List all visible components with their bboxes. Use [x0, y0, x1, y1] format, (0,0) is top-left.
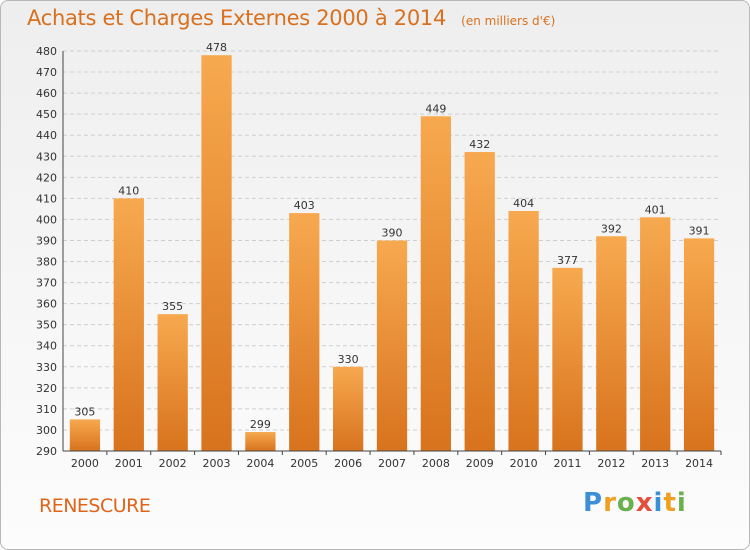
- commune-name: RENESCURE: [39, 495, 151, 517]
- x-tick-label: 2001: [115, 457, 143, 470]
- bar: [69, 419, 101, 451]
- data-label: 404: [513, 197, 534, 210]
- data-label: 401: [645, 203, 666, 216]
- y-tick-label: 370: [36, 277, 57, 290]
- axes: [62, 51, 722, 455]
- data-label: 391: [689, 224, 710, 237]
- y-tick-label: 320: [36, 382, 57, 395]
- bars: [69, 55, 715, 452]
- bar: [508, 211, 539, 451]
- y-tick-label: 390: [36, 234, 57, 247]
- x-tick-label: 2013: [641, 457, 669, 470]
- y-tick-label: 470: [36, 66, 57, 79]
- bar: [683, 238, 715, 451]
- x-tick-label: 2000: [71, 457, 99, 470]
- y-tick-label: 330: [36, 361, 57, 374]
- x-tick-label: 2003: [203, 457, 231, 470]
- bar: [596, 236, 627, 451]
- data-label: 299: [250, 418, 271, 431]
- x-tick-label: 2005: [290, 457, 318, 470]
- x-tick-label: 2014: [685, 457, 713, 470]
- x-tick-label: 2004: [246, 457, 274, 470]
- data-label: 355: [162, 300, 183, 313]
- y-tick-label: 380: [36, 256, 57, 269]
- y-tick-label: 360: [36, 298, 57, 311]
- bar: [376, 240, 408, 451]
- y-tick-label: 440: [36, 129, 57, 142]
- bar: [289, 213, 320, 451]
- y-tick-label: 290: [36, 445, 57, 458]
- title-row: Achats et Charges Externes 2000 à 2014 (…: [27, 6, 555, 30]
- x-tick-label: 2009: [466, 457, 494, 470]
- bar: [420, 116, 452, 452]
- x-tick-label: 2010: [510, 457, 538, 470]
- data-label: 377: [557, 254, 578, 267]
- bar: [245, 432, 276, 451]
- bar: [552, 267, 583, 451]
- y-tick-label: 350: [36, 319, 57, 332]
- x-tick-label: 2002: [159, 457, 187, 470]
- x-tick-label: 2006: [334, 457, 362, 470]
- data-label: 392: [601, 222, 622, 235]
- bar: [332, 366, 364, 451]
- y-tick-label: 310: [36, 403, 57, 416]
- bar: [201, 55, 232, 452]
- bar: [640, 217, 671, 451]
- x-tick-label: 2011: [553, 457, 581, 470]
- bar: [157, 314, 188, 451]
- y-tick-label: 460: [36, 87, 57, 100]
- y-tick-label: 340: [36, 340, 57, 353]
- logo-letter: o: [616, 488, 636, 518]
- x-tick-labels: 2000 2001 2002 2003 2004 2005 2006 2007 2008 2009…: [71, 457, 713, 470]
- y-tick-label: 410: [36, 192, 57, 205]
- y-tick-labels: 290 300 310 320 330 340 350 360 370 380 390 400 410 4…: [36, 45, 57, 458]
- y-tick-label: 300: [36, 424, 57, 437]
- data-label: 390: [382, 226, 403, 239]
- data-label: 432: [469, 138, 490, 151]
- logo-letter: i: [653, 488, 664, 518]
- logo-letter: P: [583, 488, 604, 518]
- y-tick-label: 400: [36, 213, 57, 226]
- data-label: 305: [74, 405, 95, 418]
- data-label: 330: [338, 353, 359, 366]
- logo-letter: i: [676, 488, 687, 518]
- y-tick-label: 450: [36, 108, 57, 121]
- y-tick-label: 420: [36, 171, 57, 184]
- bar: [113, 198, 144, 451]
- x-tick-label: 2008: [422, 457, 450, 470]
- x-tick-label: 2012: [597, 457, 625, 470]
- data-label: 449: [425, 102, 446, 115]
- logo-letter: t: [663, 488, 677, 518]
- data-labels: 305 410 355 478 299 403 330 390 449 432 404 377 392 4…: [74, 41, 709, 431]
- x-tick-label: 2007: [378, 457, 406, 470]
- proxiti-logo: Proxiti: [583, 488, 687, 518]
- logo-letter: r: [603, 488, 617, 518]
- data-label: 410: [118, 184, 139, 197]
- y-tick-label: 480: [36, 45, 57, 58]
- chart-subtitle: (en milliers d'€): [461, 14, 556, 28]
- data-label: 403: [294, 199, 315, 212]
- y-tick-label: 430: [36, 150, 57, 163]
- data-label: 478: [206, 41, 227, 54]
- chart-title: Achats et Charges Externes 2000 à 2014: [27, 6, 447, 30]
- logo-letter: x: [635, 488, 654, 518]
- bar: [464, 152, 495, 452]
